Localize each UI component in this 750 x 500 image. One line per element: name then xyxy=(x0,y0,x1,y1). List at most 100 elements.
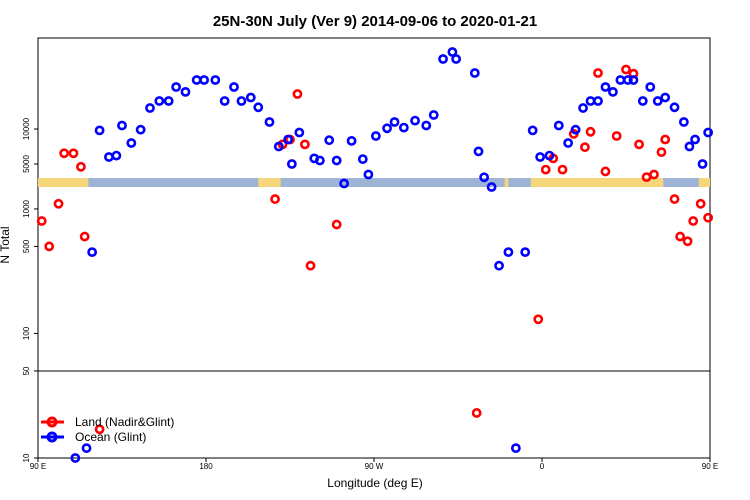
legend-ocean-marker xyxy=(46,431,58,443)
ocean-point xyxy=(585,96,596,106)
ocean-point xyxy=(510,443,521,454)
ocean-point xyxy=(684,141,695,152)
ocean-point xyxy=(553,120,564,131)
ocean-point xyxy=(191,75,202,85)
x-tick-label: 90 E xyxy=(702,462,718,471)
ocean-point xyxy=(283,134,294,145)
land-point xyxy=(300,139,310,150)
land-point xyxy=(471,408,482,418)
ocean-point xyxy=(126,138,137,148)
ocean-point xyxy=(447,47,458,57)
ocean-point xyxy=(703,127,714,138)
land-point xyxy=(331,219,342,230)
land-point xyxy=(44,241,55,252)
y-tick-label: 5000 xyxy=(22,155,31,173)
land-point xyxy=(68,148,79,159)
ocean-point xyxy=(346,135,357,146)
y-tick-label: 1000 xyxy=(22,199,31,217)
land-point xyxy=(649,169,659,180)
ocean-point xyxy=(286,159,297,169)
ocean-point xyxy=(171,82,182,92)
land-point xyxy=(695,198,706,209)
ocean-point xyxy=(94,125,105,136)
land-point xyxy=(59,148,70,159)
legend-land-label: Land (Nadir&Glint) xyxy=(75,415,174,429)
legend-ocean-label: Ocean (Glint) xyxy=(75,430,146,444)
ocean-point xyxy=(608,87,618,97)
ocean-point xyxy=(535,152,546,162)
ocean-point xyxy=(520,247,531,258)
land-point xyxy=(79,231,90,242)
ocean-point xyxy=(637,96,648,106)
y-tick-label: 500 xyxy=(22,239,31,253)
land-point xyxy=(76,161,86,172)
legend: Land (Nadir&Glint) Ocean (Glint) xyxy=(41,415,174,444)
data-points xyxy=(36,47,714,463)
land-point xyxy=(641,172,652,183)
ocean-point xyxy=(578,103,588,113)
x-tick-label: 90 E xyxy=(30,462,46,471)
y-axis-label: N Total xyxy=(0,226,12,263)
land-band-segment xyxy=(258,178,281,187)
ocean-point xyxy=(421,120,432,131)
y-tick-label: 100 xyxy=(22,326,31,340)
ocean-point xyxy=(370,131,381,141)
land-point xyxy=(557,164,568,175)
land-point xyxy=(703,212,714,223)
land-point xyxy=(634,139,644,150)
ocean-point xyxy=(697,159,708,169)
land-band-segment xyxy=(698,178,710,187)
land-point xyxy=(580,142,590,153)
ocean-point xyxy=(678,117,689,127)
ocean-point xyxy=(479,172,490,183)
ocean-point xyxy=(669,102,680,113)
ocean-point xyxy=(593,96,603,106)
land-band-segment xyxy=(38,178,89,187)
ocean-point xyxy=(273,141,284,152)
ocean-point xyxy=(357,154,368,164)
ocean-point xyxy=(652,96,663,106)
land-point xyxy=(593,68,603,78)
land-point xyxy=(688,216,699,226)
ocean-point xyxy=(428,110,439,120)
ocean-point xyxy=(563,138,574,148)
ocean-point xyxy=(229,82,239,92)
ocean-point xyxy=(451,54,462,64)
y-tick-label: 50 xyxy=(22,366,31,375)
ocean-point xyxy=(219,96,230,106)
y-tick-label: 10000 xyxy=(22,117,31,140)
ocean-point xyxy=(180,87,191,97)
ocean-point xyxy=(253,102,264,113)
land-point xyxy=(94,424,105,435)
ocean-point xyxy=(135,124,146,135)
ocean-point xyxy=(690,134,700,145)
land-point xyxy=(533,314,544,325)
land-point xyxy=(600,166,611,177)
ocean-point xyxy=(331,155,342,166)
land-band-segment xyxy=(530,178,664,187)
ocean-point xyxy=(628,75,639,85)
ocean-point xyxy=(469,68,480,78)
ocean-point xyxy=(81,443,92,454)
ocean-point xyxy=(645,82,656,92)
land-band-segment xyxy=(504,178,509,187)
ocean-point xyxy=(111,150,122,161)
ocean-point xyxy=(363,169,374,180)
land-point xyxy=(305,260,316,271)
ocean-point xyxy=(324,135,335,146)
ocean-point xyxy=(163,96,174,106)
land-point xyxy=(585,126,596,137)
ocean-point xyxy=(70,453,81,463)
land-point xyxy=(540,164,551,175)
ocean-point xyxy=(382,123,392,134)
ocean-point xyxy=(494,260,504,271)
ocean-point xyxy=(570,124,581,135)
land-point xyxy=(675,231,686,242)
land-point xyxy=(656,147,667,157)
x-tick-label: 0 xyxy=(540,462,545,471)
legend-land-marker xyxy=(46,416,58,428)
x-axis-label: Longitude (deg E) xyxy=(327,476,422,490)
land-point xyxy=(270,194,280,204)
x-axis: 90 E 180 90 W 0 90 E xyxy=(30,458,718,471)
